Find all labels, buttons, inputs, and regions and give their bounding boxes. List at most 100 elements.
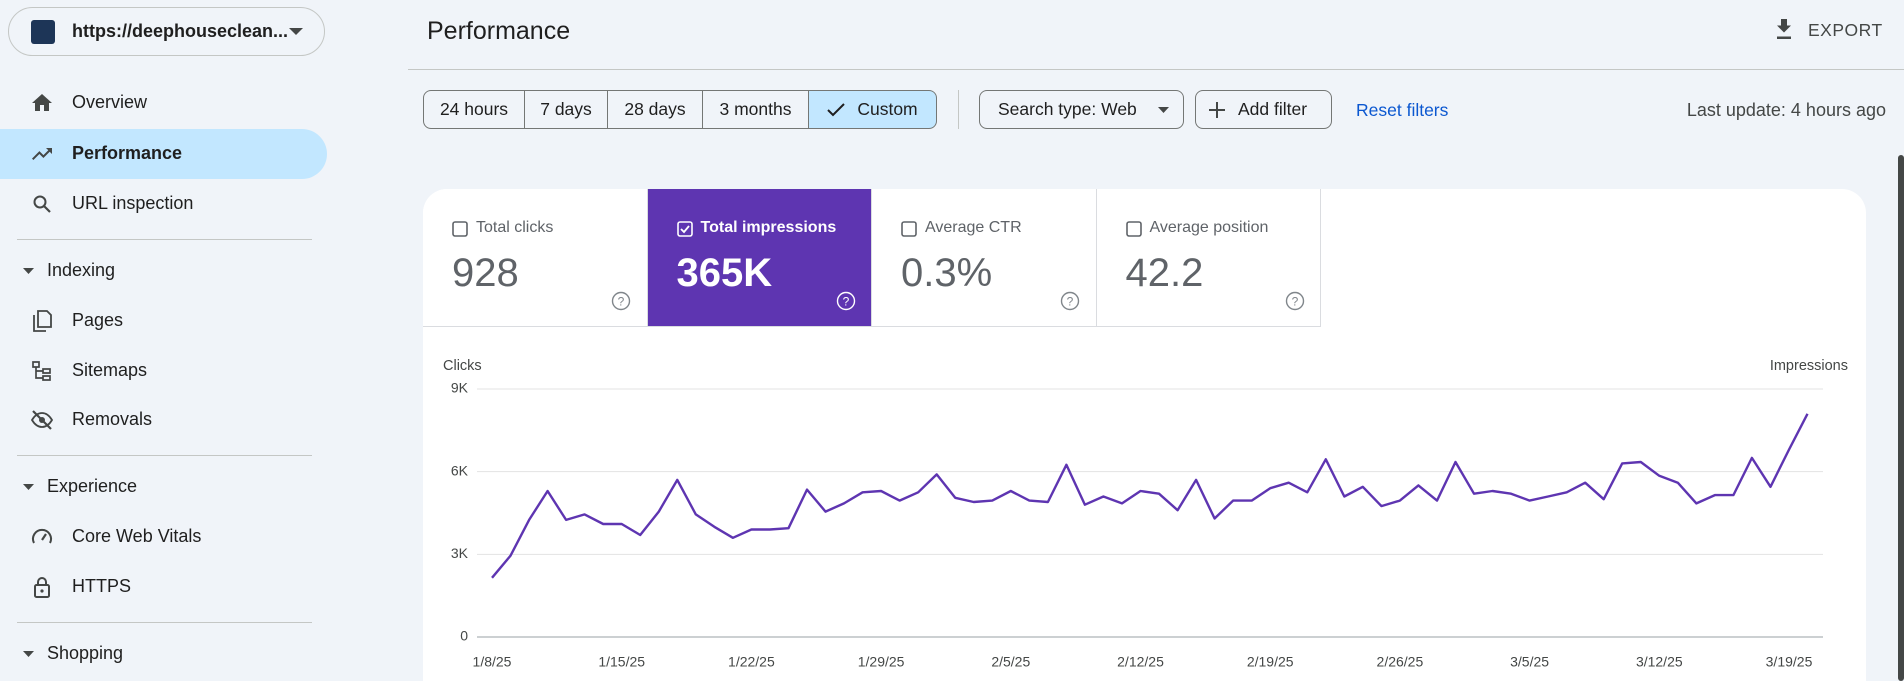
metric-card[interactable]: Average position 42.2? [1096,189,1321,327]
nav-icon [32,147,52,160]
add-filter-label: Add filter [1238,99,1308,119]
help-icon[interactable]: ? [1285,291,1305,311]
scrollbar [1898,155,1904,681]
metric-card[interactable]: Average CTR 0.3%? [872,189,1097,327]
metric-label: Total clicks [476,219,554,236]
checkbox [901,221,917,237]
search-type-label: Search type: Web [998,99,1137,119]
nav-item[interactable]: Performance [0,128,327,179]
metric-value: 928 [452,251,519,295]
y-tick-label: 0 [460,628,468,644]
export-icon[interactable] [1773,17,1795,41]
nav-label: Sitemaps [72,359,148,380]
export-button[interactable]: EXPORT [1808,20,1883,40]
page-title: Performance [427,17,571,45]
help-icon[interactable]: ? [836,291,856,311]
nav-label: Core Web Vitals [72,526,202,546]
reset-filters[interactable]: Reset filters [1356,100,1449,120]
nav-icon [32,94,52,111]
date-range-button[interactable]: 7 days [525,90,608,129]
nav-item[interactable]: URL inspection [0,179,327,229]
nav-label: Overview [72,92,148,112]
date-range-label: 3 months [719,99,792,119]
nav-label: Removals [72,409,153,429]
nav-item[interactable]: Overview [0,78,327,128]
checkbox [1125,221,1142,237]
nav-icon [30,410,54,430]
nav-item[interactable]: HTTPS [0,562,327,612]
date-range-label: 28 days [624,99,686,119]
x-tick-label: 1/22/25 [728,654,775,670]
date-range-button[interactable]: 3 months [703,90,809,129]
date-range-label: 7 days [540,99,592,119]
metric-value: 0.3% [901,251,993,295]
x-tick-label: 2/19/25 [1247,654,1294,670]
section-arrow [23,268,34,274]
nav-icon [32,360,51,381]
y-tick-label: 6K [451,462,469,478]
performance-panel: Total clicks 928? Total impressions 365K? Av… [423,189,1866,681]
x-tick-label: 3/5/25 [1510,654,1549,670]
nav-icon [33,195,51,213]
nav-divider [17,239,312,240]
x-tick-label: 1/29/25 [858,654,905,670]
date-range-button[interactable]: 24 hours [423,90,525,129]
search-type-button[interactable]: Search type: Web [979,90,1184,129]
nav-item[interactable]: Core Web Vitals [0,512,327,562]
nav-section-title: Shopping [47,642,124,663]
date-range-label: Custom [857,99,918,119]
dropdown-arrow [1158,107,1169,113]
x-tick-label: 3/19/25 [1766,654,1813,670]
help-icon[interactable]: ? [611,291,631,311]
plus-icon [1209,101,1225,118]
nav-label: Performance [72,142,183,163]
filter-divider [958,90,959,129]
checkbox [452,221,468,237]
nav-divider [17,455,312,456]
y-tick-label: 9K [451,380,469,396]
property-selector[interactable]: https://deephouseclean... [8,7,325,56]
nav-label: Pages [72,310,124,330]
help-icon[interactable]: ? [1060,291,1080,311]
metric-card[interactable]: Total impressions 365K? [647,189,872,327]
metric-value: 365K [676,251,773,295]
metric-value: 42.2 [1125,251,1204,295]
last-update: Last update: 4 hours ago [1686,100,1886,120]
y2-axis-title: Impressions [1770,358,1848,374]
svg-text:?: ? [1067,295,1074,309]
section-arrow [23,484,34,490]
impressions-line [491,413,1809,579]
date-range-button[interactable]: 28 days [608,90,703,129]
nav-item[interactable]: Pages [0,296,327,346]
nav-item[interactable]: Removals [0,395,327,445]
y-tick-label: 3K [451,545,469,561]
nav-icon [33,310,52,332]
x-tick-label: 2/12/25 [1117,654,1164,670]
svg-text:?: ? [842,295,849,309]
x-tick-label: 2/5/25 [991,654,1030,670]
svg-text:?: ? [618,295,625,309]
header-divider [408,69,1904,70]
metric-card[interactable]: Total clicks 928? [423,189,648,327]
nav-item[interactable]: Sitemaps [0,346,327,396]
add-filter-button[interactable]: Add filter [1195,90,1332,129]
metric-label: Average CTR [925,219,1022,236]
x-tick-label: 3/12/25 [1636,654,1683,670]
nav-label: URL inspection [72,193,194,213]
metric-label: Total impressions [700,219,837,236]
section-arrow [23,650,34,657]
property-url: https://deephouseclean... [72,21,289,41]
x-tick-label: 1/8/25 [473,654,512,670]
metric-label: Average position [1149,219,1269,236]
y-axis-title: Clicks [443,358,482,374]
nav-icon [32,528,52,544]
date-range-button[interactable]: Custom [809,90,937,129]
property-icon [31,20,55,44]
date-range-label: 24 hours [439,99,509,119]
x-tick-label: 1/15/25 [598,654,645,670]
nav-label: HTTPS [72,575,132,596]
nav-divider [17,621,312,623]
dropdown-arrow [289,28,303,35]
